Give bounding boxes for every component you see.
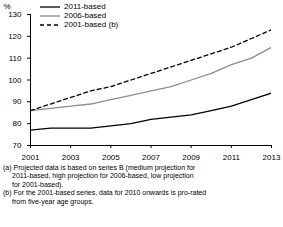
svg-text:90: 90 [13,97,22,106]
html-text:2011-based: 2011-based [64,2,106,11]
html-text:from five-year age groups.: from five-year age groups. [12,197,94,205]
svg-text:2011: 2011 [223,153,241,162]
html-text:2006-based: 2006-based [64,11,107,20]
html-text:(a) Projected data is based on: (a) Projected data is based on series B … [3,164,196,171]
html-text:for 2001-based).: for 2001-based). [12,180,64,188]
svg-text:2005: 2005 [102,153,120,162]
svg-text:2001: 2001 [22,153,40,162]
html-text:2001-based (b): 2001-based (b) [64,20,119,29]
svg-text:70: 70 [13,141,22,150]
svg-text:80: 80 [13,119,22,128]
svg-text:120: 120 [8,32,22,41]
svg-text:110: 110 [9,54,22,63]
html-text:(b) For the 2001-based series,: (b) For the 2001-based series, data for … [3,189,207,197]
svg-text:2007: 2007 [142,153,160,162]
svg-text:2009: 2009 [182,153,200,162]
svg-text:%: % [4,2,11,11]
svg-text:2013: 2013 [263,153,281,162]
svg-text:100: 100 [8,76,22,85]
svg-text:2003: 2003 [62,153,80,162]
svg-text:130: 130 [8,10,22,19]
html-text:2011-based, high projection fo: 2011-based, high projection for 2006-bas… [12,172,194,180]
